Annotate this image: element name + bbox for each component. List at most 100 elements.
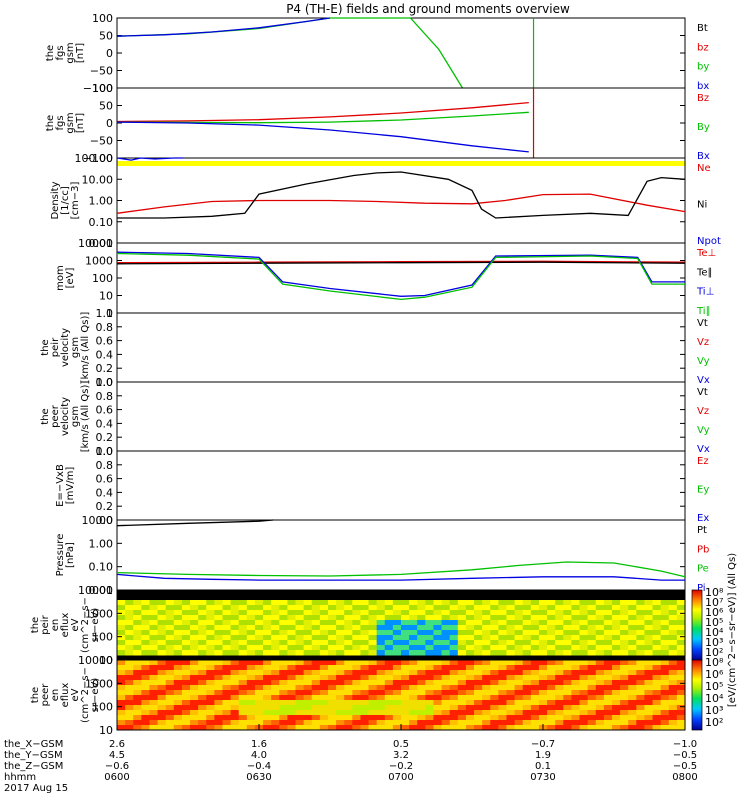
spectrogram-cell <box>530 700 540 706</box>
spectrogram-cell <box>319 690 329 696</box>
y-axis-label: fgs <box>55 45 66 60</box>
spectrogram-cell <box>263 670 272 676</box>
spectrogram-cell <box>344 630 353 636</box>
spectrogram-cell <box>587 725 597 731</box>
colorbar-tick-label: 10⁸ <box>705 656 724 669</box>
spectrogram-cell <box>303 675 313 681</box>
spectrogram-cell <box>254 700 264 706</box>
spectrogram-cell <box>254 635 264 641</box>
spectrogram-cell <box>587 630 597 636</box>
spectrogram-cell <box>263 630 272 636</box>
spectrogram-cell <box>514 715 524 721</box>
y-axis-label: gsm <box>65 112 76 133</box>
spectrogram-cell <box>538 715 548 721</box>
spectrogram-cell <box>157 630 167 636</box>
spectrogram-cell <box>360 630 370 636</box>
spectrogram-cell <box>401 690 410 696</box>
spectrogram-cell <box>125 600 134 606</box>
spectrogram-cell <box>506 615 516 621</box>
spectrogram-cell <box>295 715 305 721</box>
spectrogram-cell <box>668 675 678 681</box>
y-tick-label: 0.2 <box>96 362 114 375</box>
spectrogram-cell <box>506 685 516 691</box>
spectrogram-cell <box>620 710 629 716</box>
spectrogram-cell <box>530 675 540 681</box>
spectrogram-cell <box>271 630 280 636</box>
spectrogram-cell <box>587 615 597 621</box>
spectrogram-cell <box>376 620 386 626</box>
y-axis-label: the <box>30 687 41 703</box>
spectrogram-cell <box>482 705 491 711</box>
spectrogram-cell <box>441 690 451 696</box>
spectrogram-cell <box>498 705 507 711</box>
spectrogram-cell <box>660 605 670 611</box>
spectrogram-cell <box>125 685 134 691</box>
spectrogram-cell <box>360 680 370 686</box>
series-line-Pt <box>116 519 274 527</box>
spectrogram-cell <box>271 600 280 606</box>
spectrogram-cell <box>506 610 516 616</box>
spectrogram-cell <box>157 715 167 721</box>
spectrogram-cell <box>133 670 142 676</box>
spectrogram-cell <box>433 680 443 686</box>
spectrogram-cell <box>352 715 361 721</box>
spectrogram-cell <box>433 640 443 646</box>
spectrogram-cell <box>482 615 491 621</box>
spectrogram-cell <box>230 680 240 686</box>
spectrogram-cell <box>165 680 175 686</box>
spectrogram-cell <box>571 680 581 686</box>
spectrogram-cell <box>482 660 491 666</box>
spectrogram-cell <box>506 675 516 681</box>
spectrogram-cell <box>319 720 329 726</box>
spectrogram-cell <box>506 695 516 701</box>
spectrogram-cell <box>230 705 240 711</box>
spectrogram-cell <box>449 640 459 646</box>
spectrogram-cell <box>498 670 507 676</box>
spectrogram-cell <box>425 720 434 726</box>
spectrogram-cell <box>311 700 321 706</box>
spectrogram-cell <box>336 720 345 726</box>
y-axis-label: (cm^2−s− <box>80 597 91 653</box>
spectrogram-cell <box>336 605 345 611</box>
spectrogram-cell <box>668 705 678 711</box>
spectrogram-cell <box>263 725 272 731</box>
spectrogram-cell <box>652 685 662 691</box>
footer-value: 0800 <box>672 772 697 783</box>
spectrogram-cell <box>482 685 491 691</box>
spectrogram-cell <box>352 700 361 706</box>
spectrogram-cell <box>190 700 199 706</box>
spectrogram-cell <box>214 600 223 606</box>
spectrogram-cell <box>595 690 605 696</box>
spectrogram-cell <box>668 610 678 616</box>
spectrogram-cell <box>319 625 329 631</box>
spectrogram-cell <box>522 705 532 711</box>
spectrogram-cell <box>547 695 556 701</box>
spectrogram-cell <box>409 700 418 706</box>
spectrogram-cell <box>246 720 256 726</box>
spectrogram-cell <box>538 675 548 681</box>
spectrogram-cell <box>620 700 629 706</box>
spectrogram-cell <box>409 690 418 696</box>
spectrogram-cell <box>425 635 434 641</box>
spectrogram-cell <box>620 665 629 671</box>
spectrogram-cell <box>433 615 443 621</box>
spectrogram-cell <box>620 695 629 701</box>
spectrogram-cell <box>571 625 581 631</box>
y-axis-label: peer <box>40 683 51 707</box>
spectrogram-cell <box>344 645 353 651</box>
spectrogram-cell <box>133 610 142 616</box>
y-tick-label: 0.4 <box>96 348 114 361</box>
spectrogram-cell <box>384 720 394 726</box>
spectrogram-cell <box>644 720 654 726</box>
spectrogram-cell <box>474 710 483 716</box>
spectrogram-cell <box>474 700 483 706</box>
spectrogram-cell <box>238 605 248 611</box>
spectrogram-cell <box>271 685 280 691</box>
spectrogram-cell <box>587 670 597 676</box>
spectrogram-cell <box>449 720 459 726</box>
spectrogram-cell <box>668 605 678 611</box>
y-tick-label: 0.4 <box>96 417 114 430</box>
spectrogram-cell <box>149 670 159 676</box>
spectrogram-cell <box>490 615 499 621</box>
spectrogram-cell <box>125 665 134 671</box>
